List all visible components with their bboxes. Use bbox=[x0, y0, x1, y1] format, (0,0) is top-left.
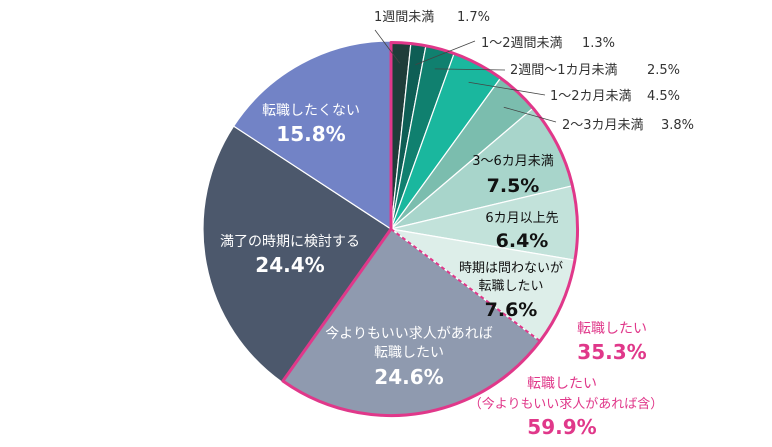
label-slice-2: 2週間～1カ月未満 bbox=[510, 63, 618, 78]
group-label-1: 転職したい bbox=[527, 376, 597, 392]
value-slice-7: 7.6% bbox=[485, 299, 538, 321]
label-slice-7-line1: 時期は問わないが bbox=[459, 261, 563, 276]
label-slice-10: 転職したくない bbox=[262, 103, 360, 119]
value-slice-9: 24.4% bbox=[255, 253, 324, 277]
label-slice-3: 1～2カ月未満 bbox=[550, 89, 632, 104]
label-slice-6: 6カ月以上先 bbox=[485, 211, 558, 226]
label-slice-9: 満了の時期に検討する bbox=[220, 234, 360, 250]
leader-line-1 bbox=[415, 40, 476, 66]
value-slice-4: 3.8% bbox=[661, 118, 694, 133]
value-slice-2: 2.5% bbox=[647, 63, 680, 78]
leader-line-3 bbox=[468, 81, 546, 96]
group-value-1: 59.9% bbox=[527, 415, 596, 439]
leader-line-0 bbox=[374, 29, 401, 64]
value-slice-6: 6.4% bbox=[496, 230, 549, 252]
group-value-0: 35.3% bbox=[577, 340, 646, 364]
value-slice-5: 7.5% bbox=[487, 175, 540, 197]
leader-line-2 bbox=[434, 68, 506, 71]
label-slice-0: 1週間未満 bbox=[374, 10, 434, 25]
label-slice-4: 2～3カ月未満 bbox=[562, 118, 644, 133]
label-slice-8-line1: 今よりもいい求人があれば bbox=[325, 326, 492, 342]
value-slice-8: 24.6% bbox=[374, 365, 443, 389]
label-slice-1: 1～2週間未満 bbox=[481, 36, 563, 51]
value-slice-3: 4.5% bbox=[647, 89, 680, 104]
group-sublabel-1: （今よりもいい求人があれば含） bbox=[469, 396, 663, 412]
pie-slice-9 bbox=[202, 125, 392, 384]
group-divider-dashed bbox=[390, 228, 541, 342]
pie-slice-10 bbox=[232, 40, 392, 231]
value-slice-1: 1.3% bbox=[582, 36, 615, 51]
label-slice-5: 3～6カ月未満 bbox=[472, 154, 554, 169]
group-label-0: 転職したい bbox=[577, 321, 647, 337]
label-slice-7-line2: 転職したい bbox=[478, 279, 543, 294]
value-slice-10: 15.8% bbox=[276, 122, 345, 146]
value-slice-0: 1.7% bbox=[457, 10, 490, 25]
label-slice-8-line2: 転職したい bbox=[374, 345, 444, 361]
leader-line-4 bbox=[503, 106, 557, 123]
